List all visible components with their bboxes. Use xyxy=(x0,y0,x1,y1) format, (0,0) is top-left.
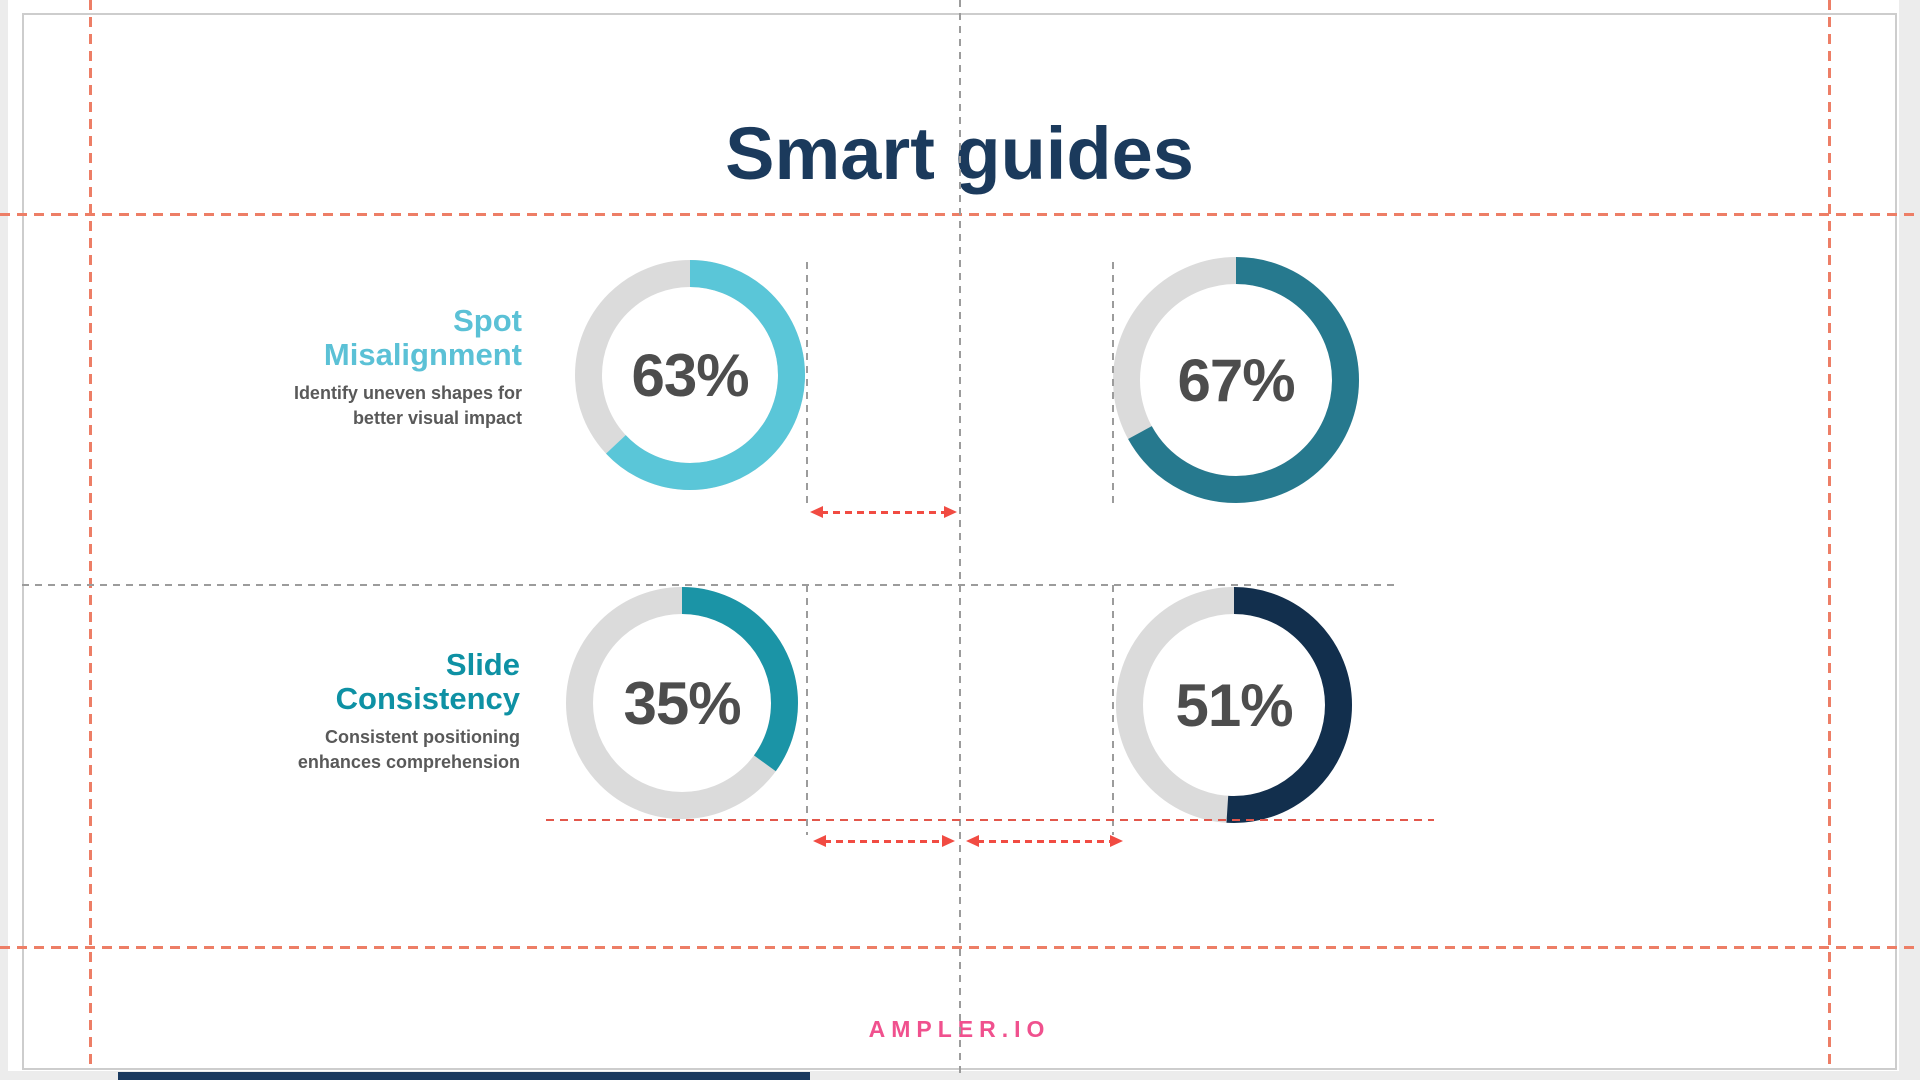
arrow-line xyxy=(977,839,1112,843)
spacing-arrow-top xyxy=(810,504,957,520)
spacing-arrow-bottom-left xyxy=(813,833,955,849)
description-line: better visual impact xyxy=(352,408,522,428)
description-line: Identify uneven shapes for xyxy=(293,383,522,403)
smart-guide-right-column-bottom xyxy=(1112,585,1114,835)
arrowhead-right-icon xyxy=(944,506,957,518)
donut-chart-51[interactable]: 51% xyxy=(1116,587,1352,823)
margin-guide-left xyxy=(89,0,92,1069)
arrowhead-right-icon xyxy=(942,835,955,847)
brand-footer[interactable]: AMPLER.IO xyxy=(868,1016,1051,1042)
donut-value-label: 67% xyxy=(1177,346,1295,414)
next-slide-edge xyxy=(118,1072,810,1080)
canvas-gutter-right xyxy=(1899,0,1920,1080)
heading-line: Consistency xyxy=(335,681,520,716)
heading-line: Slide xyxy=(445,647,520,682)
donut-value-label: 51% xyxy=(1175,671,1293,739)
canvas-gutter-left xyxy=(0,0,8,1080)
heading-line: Spot xyxy=(453,303,522,338)
donut-chart-67[interactable]: 67% xyxy=(1113,257,1359,503)
canvas-gutter-bottom xyxy=(8,1071,1920,1080)
heading-line: Misalignment xyxy=(323,337,522,372)
smart-guide-row2-top xyxy=(22,584,1400,586)
description-line: Consistent positioning xyxy=(325,727,520,747)
text-box-spot-misalignment[interactable]: Spot Misalignment Identify uneven shapes… xyxy=(162,304,522,431)
smart-guide-center-vertical xyxy=(959,0,961,1078)
spacing-arrow-bottom-right xyxy=(966,833,1123,849)
donut-chart-63[interactable]: 63% xyxy=(575,260,805,490)
alignment-guide-bottom-edge xyxy=(546,819,1434,821)
arrowhead-left-icon xyxy=(810,506,823,518)
donut-ring xyxy=(1113,257,1359,503)
donut-value-label: 35% xyxy=(623,669,741,737)
margin-guide-right xyxy=(1828,0,1831,1069)
smart-guide-right-column-top xyxy=(1112,262,1114,508)
description-line: enhances comprehension xyxy=(297,752,520,772)
arrowhead-left-icon xyxy=(813,835,826,847)
arrow-line xyxy=(821,510,946,514)
arrowhead-left-icon xyxy=(966,835,979,847)
donut-value-label: 63% xyxy=(631,341,749,409)
smart-guide-left-column-bottom xyxy=(806,585,808,835)
donut-ring xyxy=(566,587,798,819)
donut-ring xyxy=(575,260,805,490)
arrowhead-right-icon xyxy=(1110,835,1123,847)
arrow-line xyxy=(824,839,944,843)
donut-ring xyxy=(1116,587,1352,823)
text-box-slide-consistency[interactable]: Slide Consistency Consistent positioning… xyxy=(160,648,520,775)
smart-guide-left-column-top xyxy=(806,262,808,508)
donut-chart-35[interactable]: 35% xyxy=(566,587,798,819)
